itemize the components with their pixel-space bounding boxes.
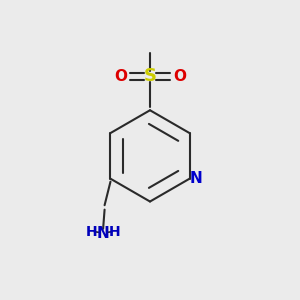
Text: S: S xyxy=(143,68,157,85)
Text: H: H xyxy=(109,225,120,239)
Text: N: N xyxy=(97,226,110,241)
Text: O: O xyxy=(114,69,127,84)
Text: H: H xyxy=(86,225,98,239)
Text: O: O xyxy=(173,69,186,84)
Text: N: N xyxy=(190,171,202,186)
